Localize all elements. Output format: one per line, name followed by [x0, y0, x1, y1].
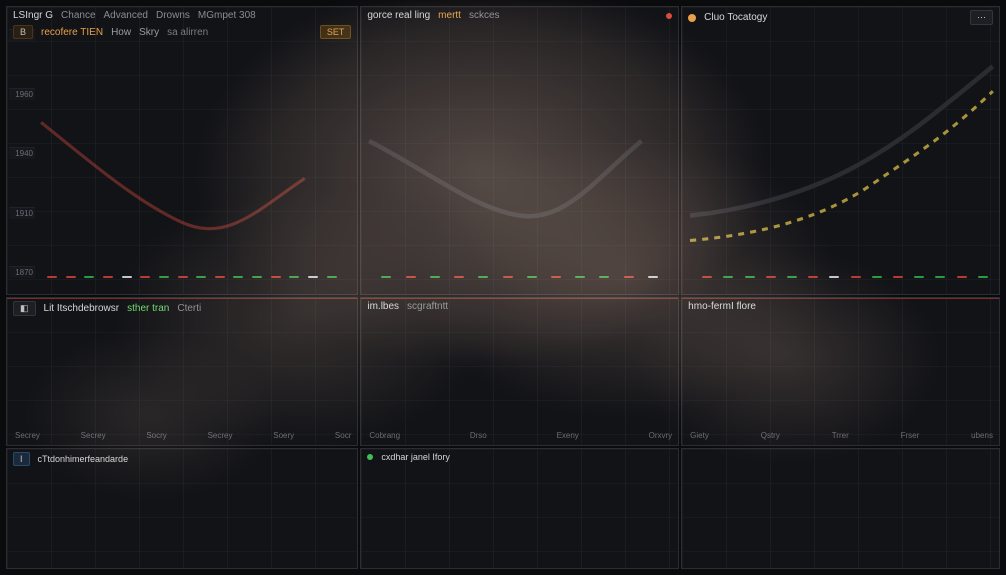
volume-chart[interactable]	[367, 322, 672, 431]
trend-overlay	[690, 29, 993, 278]
panel-sub: Advanced	[104, 10, 148, 21]
panel-header: ◧ Lit Itschdebrowsr sther tran Cterti	[13, 301, 351, 316]
volume-panel-3[interactable]: hmo-fermI flore GietyQstryTrrerFrseruben…	[681, 297, 1000, 446]
badge[interactable]: I	[13, 452, 30, 466]
panel-title: hmo-fermI flore	[688, 301, 756, 312]
dashboard-grid: LSIngr G Chance Advanced Drowns MGmpet 3…	[6, 6, 1000, 569]
panel-sub: Chance	[61, 10, 95, 21]
volume-panel-5[interactable]: cxdhar janel Ifory	[360, 448, 679, 569]
candlestick-panel-3[interactable]: Cluo Tocatogy ⋯	[681, 6, 1000, 295]
brand-dot-icon	[688, 14, 696, 22]
y-axis: 1980 1960 1940 1910 1870	[9, 29, 39, 278]
panel-subheader: B recofere TIEN How Skry sa alirren SET	[13, 25, 351, 39]
panel-sub: Drowns	[156, 10, 190, 21]
status-dot-icon	[367, 454, 373, 460]
panel-title: im.lbes	[367, 301, 399, 312]
volume-panel-6[interactable]	[681, 448, 1000, 569]
x-axis: SecreySecreySocrySecreySoerySocr	[15, 431, 351, 443]
panel-header: hmo-fermI flore	[688, 301, 993, 312]
panel-header: cxdhar janel Ifory	[367, 452, 672, 462]
tag-icon[interactable]: ◧	[13, 301, 36, 316]
volume-chart[interactable]	[688, 469, 993, 562]
volume-chart[interactable]	[13, 469, 351, 562]
badge[interactable]: B	[13, 25, 33, 39]
panel-title: cTtdonhimerfeandarde	[38, 454, 129, 464]
badge-right[interactable]: SET	[320, 25, 352, 39]
panel-title: cxdhar janel Ifory	[381, 452, 450, 462]
volume-panel-2[interactable]: im.lbes scgraftntt CobrangDrsoExenyOrxvr…	[360, 297, 679, 446]
menu-icon[interactable]: ⋯	[970, 10, 993, 25]
volume-panel-4[interactable]: I cTtdonhimerfeandarde	[6, 448, 358, 569]
panel-header: LSIngr G Chance Advanced Drowns MGmpet 3…	[13, 10, 351, 21]
panel-header: im.lbes scgraftntt	[367, 301, 672, 312]
panel-header: I cTtdonhimerfeandarde	[13, 452, 351, 466]
panel-sub: MGmpet 308	[198, 10, 256, 21]
panel-title: gorce real ling	[367, 10, 430, 21]
trend-overlay	[41, 29, 351, 278]
x-axis: CobrangDrsoExenyOrxvry	[369, 431, 672, 443]
volume-chart[interactable]	[13, 322, 351, 431]
panel-header: gorce real ling mertt sckces	[367, 10, 672, 21]
panel-title: Cluo Tocatogy	[704, 12, 767, 23]
volume-panel-1[interactable]: ◧ Lit Itschdebrowsr sther tran Cterti Se…	[6, 297, 358, 446]
x-axis: GietyQstryTrrerFrserubens	[690, 431, 993, 443]
panel-title: LSIngr G	[13, 10, 53, 21]
panel-header: Cluo Tocatogy ⋯	[688, 10, 993, 25]
volume-chart[interactable]	[688, 322, 993, 431]
trend-overlay	[369, 29, 672, 278]
sub-left: recofere TIEN	[41, 27, 103, 38]
volume-chart[interactable]	[367, 469, 672, 562]
candlestick-panel-2[interactable]: gorce real ling mertt sckces	[360, 6, 679, 295]
status-dot-icon	[666, 13, 672, 19]
panel-title: Lit Itschdebrowsr	[44, 303, 120, 314]
candlestick-panel-1[interactable]: LSIngr G Chance Advanced Drowns MGmpet 3…	[6, 6, 358, 295]
